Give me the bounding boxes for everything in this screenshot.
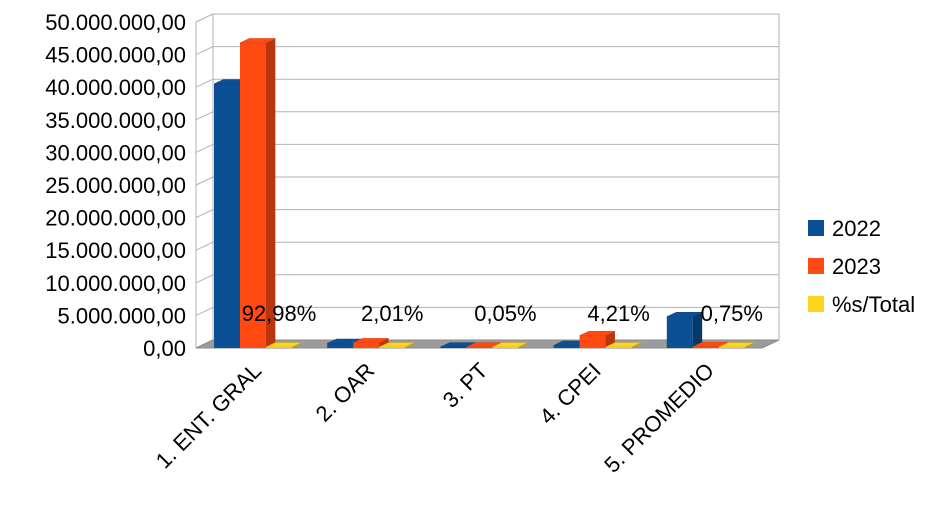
bar-top	[239, 38, 276, 44]
bar	[605, 342, 642, 348]
gridline-side	[195, 13, 214, 23]
gridline-side	[195, 209, 214, 219]
x-tick-label: 3. PT	[438, 358, 493, 413]
gridline-side	[195, 274, 214, 284]
bar-top	[666, 312, 703, 317]
bar	[353, 338, 389, 348]
bar-top	[605, 342, 642, 348]
bar-front	[718, 347, 745, 348]
data-label: 4,21%	[587, 301, 649, 326]
bar-top	[579, 330, 616, 336]
bar-side	[379, 338, 389, 348]
bar-front	[692, 346, 719, 348]
bar-front	[214, 83, 240, 348]
legend: 2022 2023 %s/Total	[808, 216, 915, 317]
gridline-side	[195, 78, 214, 88]
x-tick-label: 4. CPEI	[534, 358, 605, 429]
bar-top	[353, 338, 389, 344]
bar-top	[265, 342, 302, 348]
legend-label: 2022	[832, 216, 881, 241]
gridline-side	[195, 241, 214, 251]
y-axis-ticks: 0,00 5.000.000,00 10.000.000,00 15.000.000,…	[45, 10, 186, 361]
bar	[718, 342, 755, 348]
bar	[579, 330, 616, 348]
bar-side	[266, 38, 276, 349]
x-tick-label: 1. ENT. GRAL	[151, 358, 266, 473]
data-labels: 92,98% 2,01% 0,05% 4,21% 0,75%	[242, 301, 763, 326]
data-label: 0,75%	[701, 301, 763, 326]
bar-front	[266, 347, 292, 348]
legend-label: 2023	[832, 254, 881, 279]
bar-top	[692, 342, 729, 347]
bar-side	[692, 312, 703, 348]
x-tick-label: 5. PROMEDIO	[599, 358, 719, 478]
y-tick-label: 0,00	[143, 336, 186, 361]
data-label: 0,05%	[474, 301, 536, 326]
bar-top	[379, 342, 415, 348]
y-tick-label: 35.000.000,00	[45, 108, 186, 133]
y-tick-label: 25.000.000,00	[45, 173, 186, 198]
data-label: 2,01%	[361, 301, 423, 326]
y-tick-label: 50.000.000,00	[45, 10, 186, 35]
bar-front	[666, 316, 693, 348]
y-tick-label: 45.000.000,00	[45, 43, 186, 68]
data-label: 92,98%	[242, 301, 317, 326]
y-tick-label: 30.000.000,00	[45, 140, 186, 165]
grid	[195, 13, 780, 349]
gridline-side	[195, 143, 214, 153]
legend-swatch	[808, 220, 824, 236]
bar-top	[718, 342, 755, 348]
bar-front	[353, 342, 380, 348]
bar-top	[492, 342, 528, 348]
bar	[379, 342, 415, 348]
bar-front	[379, 347, 406, 348]
bar	[265, 342, 302, 348]
legend-swatch	[808, 258, 824, 274]
bar	[239, 38, 276, 349]
bar	[666, 312, 703, 348]
y-tick-label: 5.000.000,00	[58, 303, 186, 328]
gridline-side	[195, 306, 214, 316]
x-tick-label: 2. OAR	[311, 358, 380, 427]
bar-front	[605, 347, 632, 348]
bar-front	[440, 347, 467, 348]
bar-front	[327, 343, 354, 348]
bar-front	[579, 335, 606, 348]
gridline-side	[195, 46, 214, 56]
bars	[213, 38, 755, 349]
bar-front	[466, 347, 493, 348]
bar	[492, 342, 528, 348]
y-tick-label: 20.000.000,00	[45, 206, 186, 231]
y-tick-label: 15.000.000,00	[45, 238, 186, 263]
gridline-side	[195, 176, 214, 186]
bar-front	[240, 42, 266, 348]
bar-front	[492, 347, 519, 348]
legend-label: %s/Total	[832, 292, 915, 317]
legend-swatch	[808, 296, 824, 312]
gridline-side	[195, 111, 214, 121]
bar-front	[553, 345, 580, 348]
y-tick-label: 10.000.000,00	[45, 271, 186, 296]
y-tick-label: 40.000.000,00	[45, 75, 186, 100]
